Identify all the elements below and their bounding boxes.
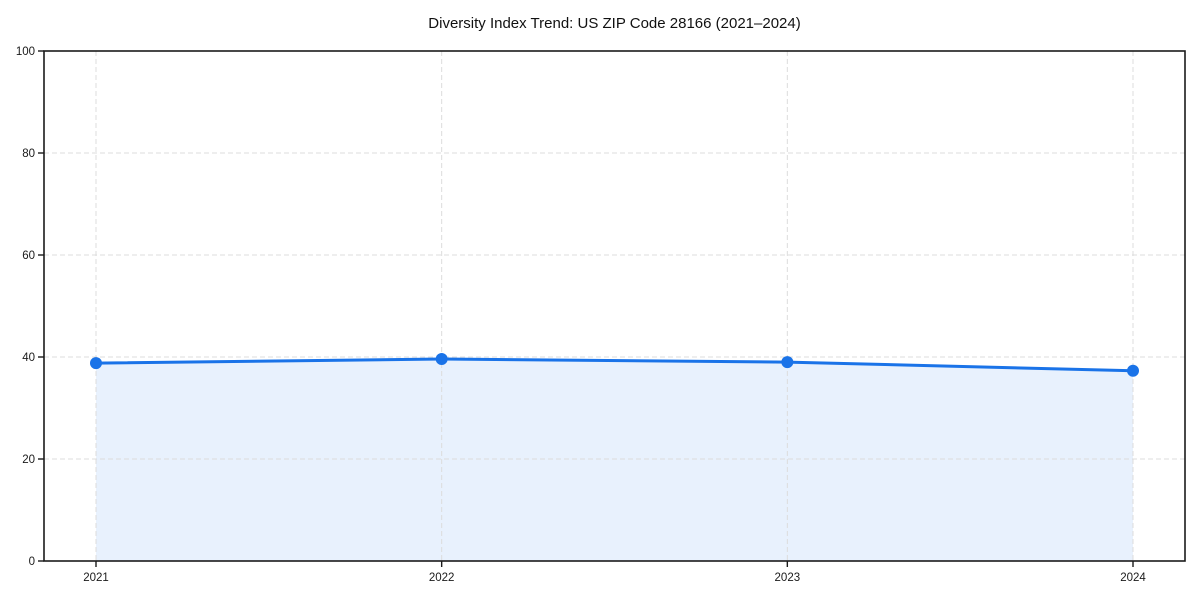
plot-frame [43, 50, 1186, 562]
x-tick-label-2023: 2023 [775, 572, 801, 584]
tick-label-layer: 0 20 40 60 80 100 2021 2022 2023 2024 [16, 46, 1147, 584]
data-point-2022 [435, 353, 448, 366]
y-tick-label-40: 40 [22, 352, 35, 364]
data-point-2021 [90, 357, 102, 370]
y-tick-label-20: 20 [22, 454, 35, 466]
x-tick-label-2024: 2024 [1120, 572, 1146, 584]
data-point-2024 [1127, 364, 1139, 377]
trend-line [94, 357, 1135, 373]
area-fill [96, 359, 1133, 561]
series-layer [90, 353, 1139, 377]
chart-title: Diversity Index Trend: US ZIP Code 28166… [428, 15, 800, 32]
data-point-2023 [781, 356, 794, 369]
axes-frame-layer [43, 50, 1186, 562]
x-tick-label-2021: 2021 [83, 572, 109, 584]
x-tick-label-2022: 2022 [429, 572, 455, 584]
y-tick-label-100: 100 [16, 46, 35, 58]
area-fill-layer [96, 359, 1133, 561]
y-tick-label-80: 80 [22, 148, 35, 160]
y-tick-label-0: 0 [29, 556, 35, 568]
y-tick-label-60: 60 [22, 250, 35, 262]
tick-layer [38, 50, 1134, 567]
